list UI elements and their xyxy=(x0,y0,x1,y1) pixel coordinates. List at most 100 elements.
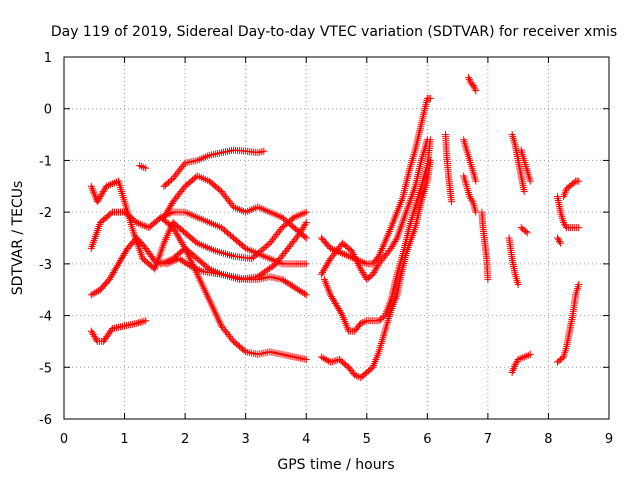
x-tick-label: 3 xyxy=(242,432,250,447)
data-point-track-m xyxy=(338,310,346,318)
data-point-track-u xyxy=(514,281,522,289)
data-point-track-z xyxy=(561,189,569,197)
data-point-track-f xyxy=(260,147,268,155)
data-point-track-aa xyxy=(575,281,583,289)
data-point-track-k xyxy=(351,254,359,262)
data-point-track-l xyxy=(319,354,327,362)
data-point-track-m xyxy=(426,136,434,144)
data-point-track-z xyxy=(575,177,583,185)
data-point-track-p xyxy=(472,177,480,185)
data-point-track-q xyxy=(465,74,473,82)
y-tick-label: -5 xyxy=(39,361,52,376)
data-points xyxy=(87,74,583,382)
chart-title: Day 119 of 2019, Sidereal Day-to-day VTE… xyxy=(51,24,617,40)
data-point-track-a xyxy=(264,241,272,249)
data-point-track-l xyxy=(330,357,338,365)
data-point-track-l xyxy=(334,356,342,364)
data-point-track-b xyxy=(91,289,99,297)
data-point-track-l xyxy=(326,358,334,366)
data-point-track-v xyxy=(526,350,534,358)
data-point-track-a xyxy=(302,208,310,216)
data-point-track-b xyxy=(301,220,309,228)
data-point-track-b xyxy=(89,290,97,298)
data-point-track-c xyxy=(92,336,100,344)
x-tick-label: 5 xyxy=(363,432,371,447)
data-point-track-h xyxy=(300,290,308,298)
data-point-track-f xyxy=(167,176,175,184)
data-point-track-a xyxy=(277,225,285,233)
data-point-track-o xyxy=(468,196,476,204)
y-tick-label: -2 xyxy=(39,206,52,221)
data-point-track-c xyxy=(142,317,150,325)
x-tick-label: 4 xyxy=(302,432,310,447)
x-tick-label: 2 xyxy=(181,432,189,447)
data-point-track-g xyxy=(180,184,188,192)
data-point-track-k xyxy=(350,252,358,260)
data-point-track-q xyxy=(472,87,480,95)
data-point-track-k xyxy=(349,251,357,259)
data-point-track-k xyxy=(355,261,363,269)
data-point-track-g xyxy=(301,233,309,241)
y-tick-label: 1 xyxy=(44,51,52,66)
data-point-track-y xyxy=(557,239,565,247)
data-point-track-e xyxy=(142,164,150,172)
data-point-track-j xyxy=(426,94,434,102)
data-point-track-k xyxy=(352,256,360,264)
data-point-track-l xyxy=(321,355,329,363)
data-point-track-k xyxy=(349,249,357,257)
data-point-track-s xyxy=(520,187,528,195)
data-point-track-i xyxy=(240,346,248,354)
data-point-track-c xyxy=(134,319,142,327)
data-point-track-b xyxy=(302,218,310,226)
data-point-track-l xyxy=(323,356,331,364)
y-tick-label: -4 xyxy=(39,310,52,325)
data-point-track-c xyxy=(140,317,148,325)
data-point-track-b xyxy=(93,288,101,296)
data-point-track-t xyxy=(526,177,534,185)
data-point-track-i xyxy=(228,336,236,344)
data-point-track-k xyxy=(354,260,362,268)
data-point-track-h xyxy=(302,291,310,299)
data-point-track-c xyxy=(133,319,141,327)
data-point-track-g xyxy=(216,186,224,194)
data-point-track-y xyxy=(556,237,564,245)
data-point-track-q xyxy=(469,81,477,89)
data-point-track-d xyxy=(240,243,248,251)
data-point-track-k xyxy=(392,236,400,244)
data-point-track-d xyxy=(131,217,139,225)
x-axis-label: GPS time / hours xyxy=(277,457,394,473)
data-point-track-r xyxy=(484,275,492,283)
data-point-track-w xyxy=(523,229,531,237)
plot-frame xyxy=(63,56,610,420)
data-point-track-g xyxy=(302,234,310,242)
data-point-track-q xyxy=(470,83,478,91)
y-tick-label: -3 xyxy=(39,258,52,273)
data-point-track-k xyxy=(353,258,361,266)
y-tick-labels: 1 0 -1 -2 -3 -4 -5 -6 xyxy=(39,51,52,428)
x-tick-label: 9 xyxy=(605,432,613,447)
x-tick-label: 7 xyxy=(484,432,492,447)
x-tick-label: 0 xyxy=(60,432,68,447)
x-tick-label: 6 xyxy=(423,432,431,447)
data-point-track-c xyxy=(138,318,146,326)
data-point-track-d xyxy=(302,260,310,268)
data-point-track-x xyxy=(562,222,570,230)
data-point-track-w xyxy=(522,228,530,236)
data-point-track-a xyxy=(289,215,297,223)
data-point-track-k xyxy=(356,263,364,271)
data-point-track-i xyxy=(302,356,310,364)
x-tick-labels: 0 1 2 3 4 5 6 7 8 9 xyxy=(60,432,613,447)
y-tick-label: 0 xyxy=(44,103,52,118)
x-tick-label: 1 xyxy=(120,432,128,447)
data-point-track-q xyxy=(471,85,479,93)
data-point-track-c xyxy=(136,318,144,326)
y-axis-label: SDTVAR / TECUs xyxy=(10,181,26,296)
data-point-track-q xyxy=(465,75,473,83)
x-tick-label: 8 xyxy=(544,432,552,447)
data-point-track-a xyxy=(192,238,200,246)
data-point-track-o xyxy=(472,208,480,216)
data-point-track-n xyxy=(448,198,456,206)
y-tick-label: -6 xyxy=(39,413,52,428)
axis-ticks xyxy=(63,56,610,420)
data-point-track-x xyxy=(575,224,583,232)
